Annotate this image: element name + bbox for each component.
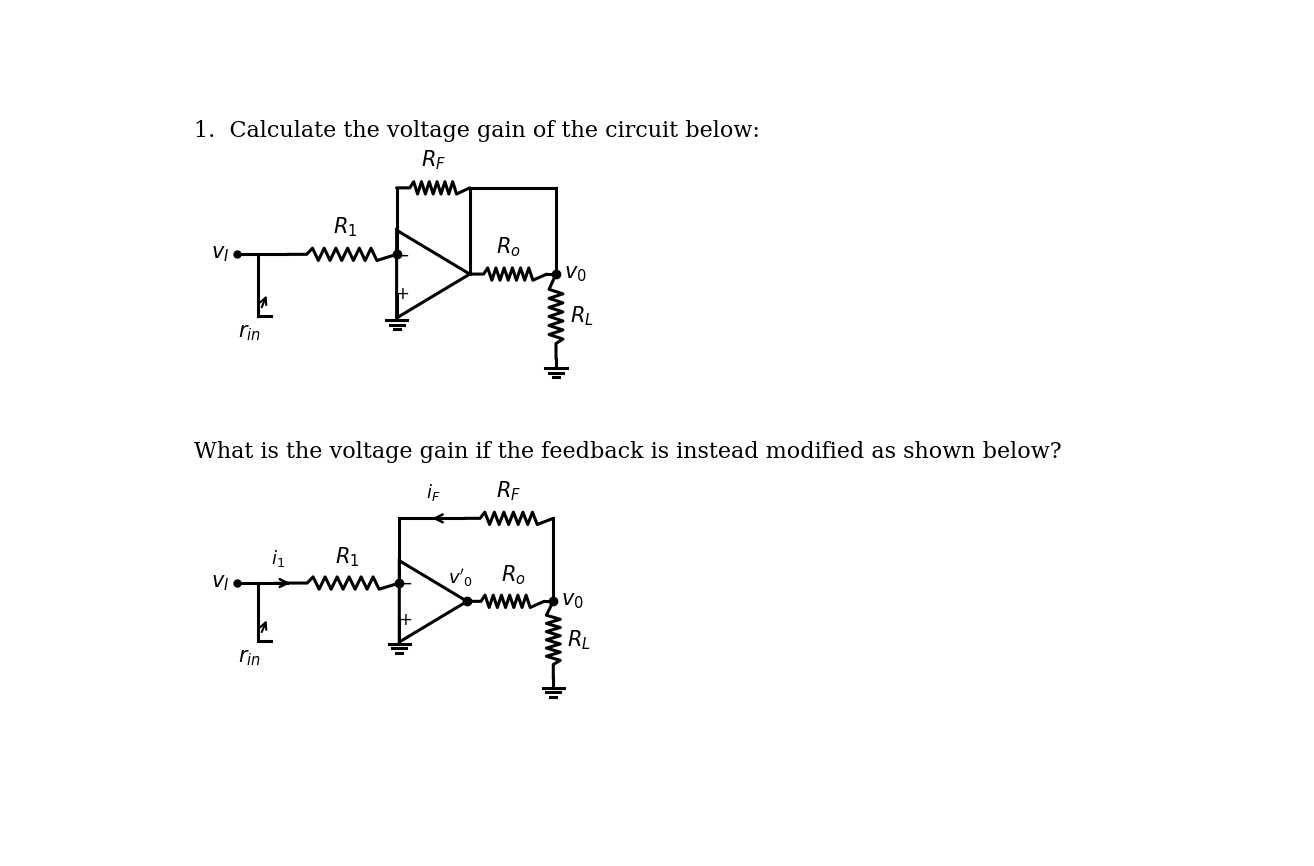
Text: $r_{in}$: $r_{in}$ (238, 324, 260, 343)
Text: $v_0$: $v_0$ (564, 264, 586, 284)
Text: $R_L$: $R_L$ (570, 305, 594, 328)
Text: $R_o$: $R_o$ (501, 564, 526, 587)
Text: $v_I$: $v_I$ (210, 573, 229, 593)
Text: $R_L$: $R_L$ (568, 628, 591, 651)
Text: $v'_0$: $v'_0$ (448, 567, 473, 589)
Text: $+$: $+$ (398, 611, 411, 629)
Text: $+$: $+$ (396, 285, 410, 303)
Text: $R_1$: $R_1$ (334, 216, 357, 239)
Text: $v_I$: $v_I$ (210, 244, 229, 264)
Text: What is the voltage gain if the feedback is instead modified as shown below?: What is the voltage gain if the feedback… (194, 441, 1062, 463)
Text: $r_{in}$: $r_{in}$ (238, 649, 260, 668)
Text: $i_F$: $i_F$ (426, 482, 440, 503)
Text: $-$: $-$ (398, 574, 411, 592)
Text: $R_1$: $R_1$ (335, 546, 359, 569)
Text: $R_o$: $R_o$ (495, 235, 520, 259)
Text: $R_F$: $R_F$ (420, 149, 445, 172)
Text: $R_F$: $R_F$ (497, 480, 522, 503)
Text: $-$: $-$ (396, 245, 410, 263)
Text: $i_1$: $i_1$ (271, 548, 285, 569)
Text: $v_0$: $v_0$ (561, 591, 583, 611)
Text: 1.  Calculate the voltage gain of the circuit below:: 1. Calculate the voltage gain of the cir… (194, 120, 761, 142)
